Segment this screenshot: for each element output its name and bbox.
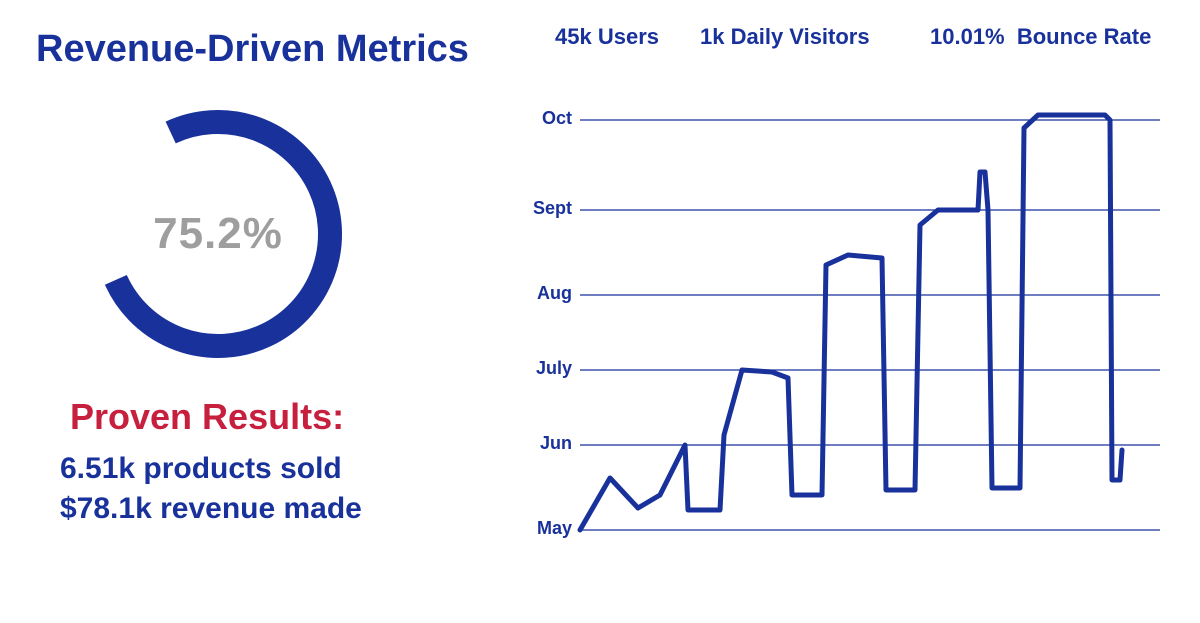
metric-daily-visitors: 1k Daily Visitors xyxy=(700,24,870,50)
metric-users-label: Users xyxy=(598,24,659,49)
metric-bounce-label: Bounce Rate xyxy=(1017,24,1151,49)
donut-chart: 75.2% xyxy=(88,104,348,364)
metric-bounce-value: 10.01% xyxy=(930,24,1005,49)
metric-users-value: 45k xyxy=(555,24,592,49)
donut-center-value: 75.2% xyxy=(88,104,348,364)
results-heading: Proven Results: xyxy=(70,396,344,438)
page-title: Revenue-Driven Metrics xyxy=(36,28,469,71)
ylabel-sept: Sept xyxy=(522,198,572,219)
results-line-2: $78.1k revenue made xyxy=(60,492,362,526)
metric-visitors-label: Daily Visitors xyxy=(731,24,870,49)
timeline-chart-svg xyxy=(510,60,1170,550)
ylabel-aug: Aug xyxy=(522,283,572,304)
metric-bounce-rate: 10.01% Bounce Rate xyxy=(930,24,1151,50)
timeline-chart: May Jun July Aug Sept Oct xyxy=(510,60,1170,550)
ylabel-july: July xyxy=(522,358,572,379)
metric-users: 45k Users xyxy=(555,24,659,50)
metric-visitors-value: 1k xyxy=(700,24,724,49)
ylabel-jun: Jun xyxy=(522,433,572,454)
ylabel-oct: Oct xyxy=(522,108,572,129)
results-line-1: 6.51k products sold xyxy=(60,452,342,486)
ylabel-may: May xyxy=(522,518,572,539)
